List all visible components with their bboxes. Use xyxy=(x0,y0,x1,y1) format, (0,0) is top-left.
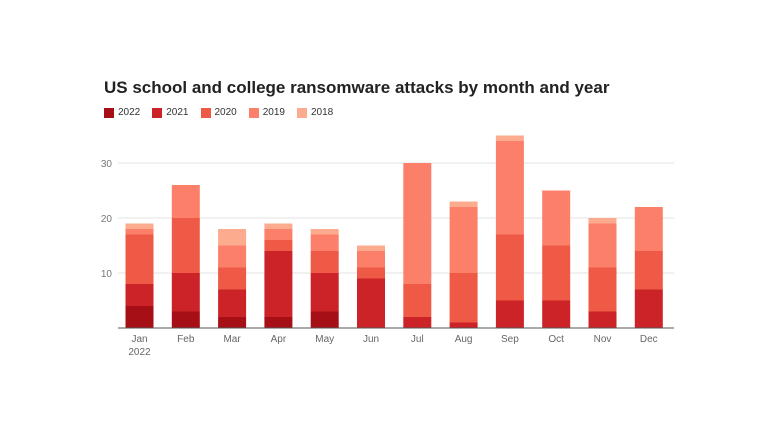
bar-segment-apr-2019 xyxy=(264,229,293,240)
legend-label-2018: 2018 xyxy=(311,107,334,118)
legend-label-2019: 2019 xyxy=(262,107,285,118)
x-tick-label-apr: Apr xyxy=(271,334,287,345)
bar-segment-may-2020 xyxy=(310,251,339,273)
y-tick-label-30: 30 xyxy=(101,159,113,170)
legend-label-2020: 2020 xyxy=(214,107,237,118)
bar-segment-jun-2020 xyxy=(357,267,385,279)
bar-segment-jan-2019 xyxy=(125,229,154,235)
bar-segment-dec-2019 xyxy=(634,207,663,251)
x-tick-label-jan: Jan xyxy=(131,334,147,345)
legend-label-2022: 2022 xyxy=(118,107,141,118)
bar-segment-feb-2022 xyxy=(171,311,200,328)
x-tick-label-nov: Nov xyxy=(594,334,612,345)
legend-swatch-2018 xyxy=(297,107,307,118)
legend-item-2019: 2019 xyxy=(248,107,285,118)
bar-segment-nov-2020 xyxy=(588,267,617,312)
bar-segment-jan-2020 xyxy=(125,234,154,284)
bar-segment-apr-2018 xyxy=(264,223,293,229)
bar-segment-dec-2020 xyxy=(634,251,663,290)
x-tick-label-jun: Jun xyxy=(363,334,379,345)
bar-segment-aug-2021 xyxy=(449,322,478,328)
x-tick-label-aug: Aug xyxy=(455,334,473,345)
x-tick-label-mar: Mar xyxy=(223,334,241,345)
bar-segment-jun-2018 xyxy=(357,245,385,251)
legend-swatch-2021 xyxy=(152,107,163,118)
bar-segment-feb-2021 xyxy=(171,273,200,312)
bar-segment-may-2021 xyxy=(310,273,339,312)
bar-segment-sep-2021 xyxy=(495,300,524,328)
legend-item-2020: 2020 xyxy=(200,107,237,118)
x-tick-label-feb: Feb xyxy=(177,334,195,345)
bar-segment-may-2022 xyxy=(310,311,339,328)
x-tick-label-jul: Jul xyxy=(411,334,424,345)
legend-label-2021: 2021 xyxy=(166,107,189,118)
bar-segment-aug-2018 xyxy=(449,201,478,207)
bar-segment-may-2019 xyxy=(310,234,339,251)
bar-segment-jun-2021 xyxy=(357,278,385,328)
bar-segment-jul-2020 xyxy=(403,284,432,317)
bar-segment-jan-2022 xyxy=(125,306,154,328)
bar-segment-feb-2019 xyxy=(171,185,200,218)
bar-segment-oct-2020 xyxy=(542,245,571,301)
bar-segment-mar-2019 xyxy=(218,245,247,268)
bar-segment-mar-2018 xyxy=(218,229,247,246)
chart-title: US school and college ransomware attacks… xyxy=(104,78,610,97)
bar-segment-jan-2021 xyxy=(125,284,154,306)
x-tick-label-dec: Dec xyxy=(640,334,658,345)
bar-segment-sep-2019 xyxy=(495,141,524,235)
bar-segment-nov-2021 xyxy=(588,311,617,328)
bar-segment-jan-2018 xyxy=(125,223,154,229)
x-tick-label-sep: Sep xyxy=(501,334,519,345)
bar-segment-sep-2020 xyxy=(495,234,524,301)
bar-segment-sep-2018 xyxy=(495,135,524,141)
bar-segment-jun-2019 xyxy=(357,251,385,268)
bar-segment-mar-2020 xyxy=(218,267,247,290)
bar-segment-apr-2020 xyxy=(264,240,293,251)
chart-legend: 2022 2021 2020 2019 2018 xyxy=(104,107,333,118)
bar-segment-jul-2021 xyxy=(403,317,432,328)
legend-item-2018: 2018 xyxy=(297,107,333,118)
legend-item-2021: 2021 xyxy=(152,107,189,118)
bar-segment-aug-2020 xyxy=(449,273,478,323)
bar-segment-oct-2021 xyxy=(542,300,571,328)
bar-segment-nov-2019 xyxy=(588,223,617,268)
y-tick-label-20: 20 xyxy=(101,214,113,225)
bar-segment-aug-2019 xyxy=(449,207,478,273)
bar-segment-feb-2020 xyxy=(171,218,200,273)
bar-segment-jul-2019 xyxy=(403,163,432,284)
bar-segment-may-2018 xyxy=(310,229,339,235)
legend-swatch-2022 xyxy=(104,107,114,118)
bar-segment-oct-2019 xyxy=(542,190,571,246)
bar-segment-dec-2021 xyxy=(634,289,663,328)
bar-segment-apr-2021 xyxy=(264,251,293,317)
x-tick-label-may: May xyxy=(315,334,334,345)
legend-swatch-2019 xyxy=(248,107,259,118)
bar-segment-mar-2022 xyxy=(218,317,247,328)
legend-item-2022: 2022 xyxy=(104,107,140,118)
bar-segment-nov-2018 xyxy=(588,218,617,224)
y-tick-label-10: 10 xyxy=(101,269,113,280)
x-tick-label-oct: Oct xyxy=(548,334,564,345)
bar-segment-apr-2022 xyxy=(264,317,293,328)
legend-swatch-2020 xyxy=(200,107,211,118)
x-tick-sublabel-jan: 2022 xyxy=(128,347,151,358)
bar-segment-mar-2021 xyxy=(218,289,247,317)
